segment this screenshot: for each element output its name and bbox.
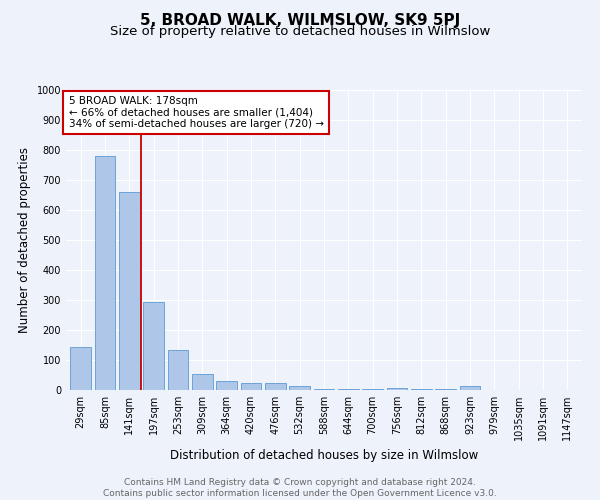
Bar xyxy=(143,302,164,390)
Y-axis label: Number of detached properties: Number of detached properties xyxy=(18,147,31,333)
Bar xyxy=(265,384,286,390)
Text: 5, BROAD WALK, WILMSLOW, SK9 5PJ: 5, BROAD WALK, WILMSLOW, SK9 5PJ xyxy=(140,12,460,28)
Bar xyxy=(70,347,91,390)
Text: Contains HM Land Registry data © Crown copyright and database right 2024.
Contai: Contains HM Land Registry data © Crown c… xyxy=(103,478,497,498)
X-axis label: Distribution of detached houses by size in Wilmslow: Distribution of detached houses by size … xyxy=(170,448,478,462)
Bar xyxy=(167,350,188,390)
Text: Size of property relative to detached houses in Wilmslow: Size of property relative to detached ho… xyxy=(110,25,490,38)
Bar xyxy=(338,388,359,390)
Bar xyxy=(460,386,481,390)
Bar xyxy=(192,374,212,390)
Bar xyxy=(436,388,456,390)
Bar xyxy=(411,388,432,390)
Bar xyxy=(216,381,237,390)
Bar xyxy=(95,156,115,390)
Text: 5 BROAD WALK: 178sqm
← 66% of detached houses are smaller (1,404)
34% of semi-de: 5 BROAD WALK: 178sqm ← 66% of detached h… xyxy=(68,96,323,129)
Bar xyxy=(241,384,262,390)
Bar xyxy=(289,386,310,390)
Bar xyxy=(386,388,407,390)
Bar xyxy=(362,388,383,390)
Bar xyxy=(119,192,140,390)
Bar xyxy=(314,388,334,390)
